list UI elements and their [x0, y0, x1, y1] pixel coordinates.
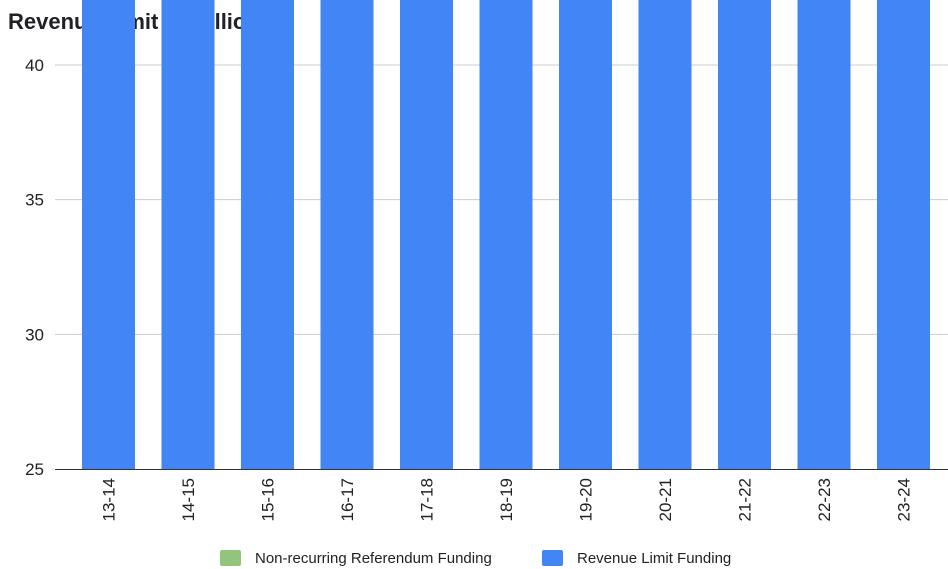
x-tick-label: 15-16 [259, 478, 278, 521]
bar-revenue-limit-funding-19-20 [559, 0, 612, 469]
legend: Non-recurring Referendum Funding Revenue … [220, 550, 731, 567]
x-tick-label: 19-20 [577, 478, 596, 521]
bars [82, 0, 930, 470]
x-tick-label: 23-24 [895, 478, 914, 521]
y-axis: 25 30 35 40 [25, 56, 44, 479]
bar-revenue-limit-funding-21-22 [718, 0, 771, 469]
x-tick-label: 21-22 [736, 478, 755, 521]
chart-title: Revenue Limit in Millions [8, 9, 272, 34]
bar-revenue-limit-funding-13-14 [82, 0, 135, 470]
y-tick-label: 30 [25, 325, 44, 344]
y-tick-label: 25 [25, 460, 44, 479]
x-tick-label: 22-23 [815, 478, 834, 521]
y-tick-label: 35 [25, 191, 44, 210]
x-tick-label: 18-19 [497, 478, 516, 521]
x-tick-label: 20-21 [656, 478, 675, 521]
legend-label: Revenue Limit Funding [577, 550, 731, 567]
y-tick-label: 40 [25, 56, 44, 75]
bar-revenue-limit-funding-18-19 [479, 0, 533, 469]
x-tick-label: 14-15 [179, 478, 198, 521]
legend-label: Non-recurring Referendum Funding [255, 550, 492, 567]
legend-swatch [220, 550, 241, 566]
x-axis: 13-14 14-15 15-16 16-17 17-18 18-19 19-20 20-21… [100, 478, 914, 521]
x-tick-label: 16-17 [338, 478, 357, 521]
bar-revenue-limit-funding-17-18 [400, 0, 453, 469]
bar-revenue-limit-funding-23-24 [877, 0, 930, 469]
x-tick-label: 17-18 [418, 478, 437, 521]
x-tick-label: 13-14 [100, 478, 119, 521]
bar-revenue-limit-funding-22-23 [797, 0, 851, 469]
bar-revenue-limit-funding-14-15 [161, 0, 215, 469]
bar-revenue-limit-funding-20-21 [638, 0, 692, 469]
legend-swatch [542, 550, 563, 566]
bar-revenue-limit-funding-16-17 [320, 0, 374, 469]
bar-revenue-limit-funding-15-16 [241, 0, 294, 469]
